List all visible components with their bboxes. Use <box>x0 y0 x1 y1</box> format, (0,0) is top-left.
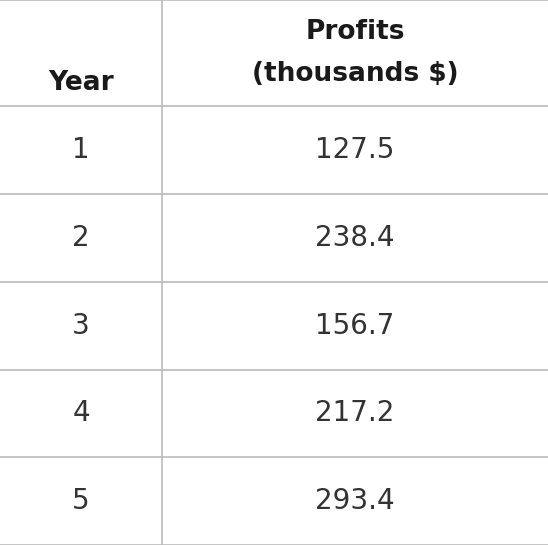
Text: 217.2: 217.2 <box>316 399 395 427</box>
Text: Year: Year <box>48 70 114 96</box>
Text: 293.4: 293.4 <box>315 487 395 515</box>
Text: 3: 3 <box>72 312 90 340</box>
Text: 4: 4 <box>72 399 90 427</box>
Text: 1: 1 <box>72 136 90 164</box>
Text: Profits: Profits <box>305 20 405 45</box>
Text: 238.4: 238.4 <box>315 224 395 252</box>
Text: (thousands $): (thousands $) <box>252 61 459 87</box>
Text: 156.7: 156.7 <box>316 312 395 340</box>
Text: 5: 5 <box>72 487 90 515</box>
Text: 127.5: 127.5 <box>316 136 395 164</box>
Text: 2: 2 <box>72 224 90 252</box>
